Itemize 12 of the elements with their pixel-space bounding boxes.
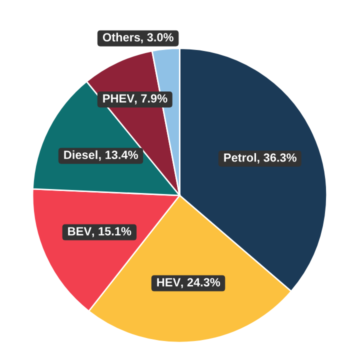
data-label: , 3.0%: [141, 33, 174, 44]
slice-label: HEV: [157, 278, 181, 286]
data-label: , 15.1%: [92, 227, 132, 238]
slice-label: Petrol: [224, 153, 256, 162]
data-label: , 7.9%: [134, 94, 168, 104]
data-label: , 36.3%: [258, 153, 296, 164]
slice-label: Others: [102, 32, 140, 42]
slice-label: Diesel: [64, 150, 98, 160]
slice-label: BEV: [68, 227, 92, 236]
data-label: , 13.4%: [99, 150, 138, 161]
slice-label: PHEV: [103, 94, 134, 102]
data-label: , 24.3%: [181, 278, 220, 288]
